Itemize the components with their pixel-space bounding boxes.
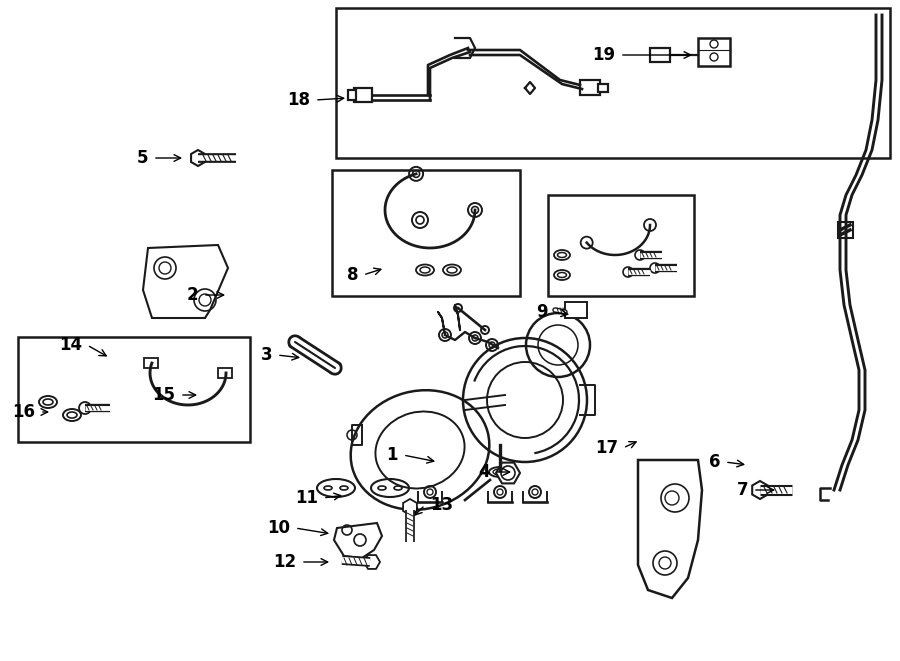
Bar: [548, 195, 694, 296]
Text: 10: 10: [267, 519, 290, 537]
Text: 5: 5: [137, 149, 148, 167]
Text: 12: 12: [273, 553, 296, 571]
Text: 14: 14: [58, 336, 82, 354]
Circle shape: [79, 402, 91, 414]
Bar: [698, 38, 730, 66]
Text: 9: 9: [536, 303, 548, 321]
Text: 1: 1: [386, 446, 398, 464]
Bar: [332, 170, 520, 296]
Circle shape: [623, 267, 633, 277]
Bar: [218, 368, 232, 378]
Bar: [565, 302, 587, 318]
Bar: [18, 337, 250, 442]
Circle shape: [635, 250, 645, 260]
Text: 17: 17: [595, 439, 618, 457]
Text: 4: 4: [479, 463, 490, 481]
Text: 6: 6: [708, 453, 720, 471]
Bar: [144, 358, 158, 368]
Text: 2: 2: [186, 286, 198, 304]
Text: 18: 18: [287, 91, 310, 109]
Text: 8: 8: [346, 266, 358, 284]
Text: 13: 13: [430, 496, 453, 514]
Bar: [650, 48, 670, 62]
Text: 11: 11: [295, 489, 318, 507]
Text: 16: 16: [12, 403, 35, 421]
Text: 3: 3: [260, 346, 272, 364]
Bar: [580, 80, 600, 95]
Bar: [348, 90, 356, 100]
Bar: [336, 8, 890, 158]
Bar: [838, 222, 853, 238]
Text: 15: 15: [152, 386, 175, 404]
Text: 7: 7: [736, 481, 748, 499]
Text: 19: 19: [592, 46, 615, 64]
Bar: [354, 88, 372, 102]
Circle shape: [650, 263, 660, 273]
Bar: [598, 84, 608, 92]
